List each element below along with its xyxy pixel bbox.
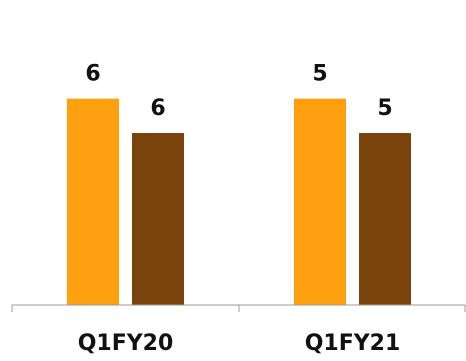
data-label-q1fy20-series-2: 6	[150, 96, 165, 121]
bars-layer	[67, 98, 411, 305]
bar-q1fy20-series-2	[132, 133, 184, 305]
data-labels-layer: 6 6 5 5	[85, 62, 392, 121]
x-tick-label-q1fy21: Q1FY21	[305, 331, 401, 356]
data-label-q1fy20-series-1: 6	[85, 62, 100, 87]
x-axis: Q1FY20 Q1FY21	[11, 304, 466, 356]
bar-q1fy21-series-2	[359, 133, 411, 305]
data-label-q1fy21-series-1: 5	[312, 62, 327, 87]
x-tick-label-q1fy20: Q1FY20	[78, 331, 174, 356]
bar-q1fy21-series-1	[294, 98, 346, 305]
bar-q1fy20-series-1	[67, 98, 119, 305]
data-label-q1fy21-series-2: 5	[377, 96, 392, 121]
